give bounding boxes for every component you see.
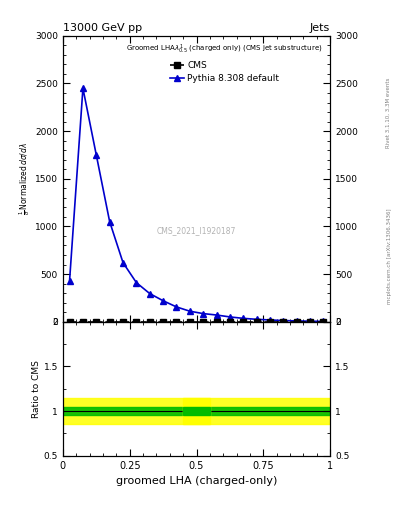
Pythia 8.308 default bbox=[308, 318, 312, 324]
CMS bbox=[134, 318, 139, 325]
CMS bbox=[121, 318, 125, 325]
Pythia 8.308 default bbox=[254, 316, 259, 323]
Pythia 8.308 default bbox=[161, 297, 165, 304]
Text: CMS_2021_I1920187: CMS_2021_I1920187 bbox=[157, 226, 236, 234]
Pythia 8.308 default bbox=[294, 318, 299, 324]
Y-axis label: $\frac{1}{\sigma}\,\mathrm{Normalized}\,d\sigma/d\lambda$: $\frac{1}{\sigma}\,\mathrm{Normalized}\,… bbox=[17, 142, 32, 215]
CMS bbox=[228, 318, 232, 325]
Pythia 8.308 default bbox=[174, 304, 179, 310]
Legend: CMS, Pythia 8.308 default: CMS, Pythia 8.308 default bbox=[124, 40, 326, 86]
CMS bbox=[81, 318, 85, 325]
CMS bbox=[214, 318, 219, 325]
Text: 13000 GeV pp: 13000 GeV pp bbox=[63, 23, 142, 33]
Pythia 8.308 default bbox=[134, 280, 139, 286]
Pythia 8.308 default bbox=[214, 312, 219, 318]
Pythia 8.308 default bbox=[281, 317, 286, 324]
Pythia 8.308 default bbox=[241, 315, 246, 322]
Text: mcplots.cern.ch [arXiv:1306.3436]: mcplots.cern.ch [arXiv:1306.3436] bbox=[387, 208, 392, 304]
Pythia 8.308 default bbox=[107, 219, 112, 225]
Bar bbox=[63, 398, 330, 424]
Y-axis label: Ratio to CMS: Ratio to CMS bbox=[32, 360, 41, 418]
Text: Rivet 3.1.10, 3.3M events: Rivet 3.1.10, 3.3M events bbox=[386, 77, 391, 148]
CMS bbox=[308, 318, 312, 325]
CMS bbox=[281, 318, 286, 325]
Line: Pythia 8.308 default: Pythia 8.308 default bbox=[67, 86, 326, 324]
Pythia 8.308 default bbox=[268, 317, 272, 323]
Bar bbox=[183, 398, 210, 424]
CMS bbox=[187, 318, 192, 325]
Line: CMS: CMS bbox=[67, 319, 326, 325]
CMS bbox=[94, 318, 99, 325]
Pythia 8.308 default bbox=[94, 152, 99, 158]
Pythia 8.308 default bbox=[201, 310, 206, 316]
Pythia 8.308 default bbox=[228, 314, 232, 320]
Pythia 8.308 default bbox=[81, 85, 85, 91]
Bar bbox=[183, 407, 210, 415]
X-axis label: groomed LHA (charged-only): groomed LHA (charged-only) bbox=[116, 476, 277, 486]
Pythia 8.308 default bbox=[187, 308, 192, 314]
CMS bbox=[294, 318, 299, 325]
CMS bbox=[241, 318, 246, 325]
CMS bbox=[268, 318, 272, 325]
Pythia 8.308 default bbox=[67, 278, 72, 284]
Text: Jets: Jets bbox=[310, 23, 330, 33]
Pythia 8.308 default bbox=[121, 260, 125, 266]
Pythia 8.308 default bbox=[147, 290, 152, 296]
CMS bbox=[321, 318, 326, 325]
CMS bbox=[67, 318, 72, 325]
CMS bbox=[174, 318, 179, 325]
CMS bbox=[161, 318, 165, 325]
Pythia 8.308 default bbox=[321, 318, 326, 325]
CMS bbox=[201, 318, 206, 325]
CMS bbox=[107, 318, 112, 325]
Bar bbox=[63, 407, 330, 415]
CMS bbox=[254, 318, 259, 325]
CMS bbox=[147, 318, 152, 325]
